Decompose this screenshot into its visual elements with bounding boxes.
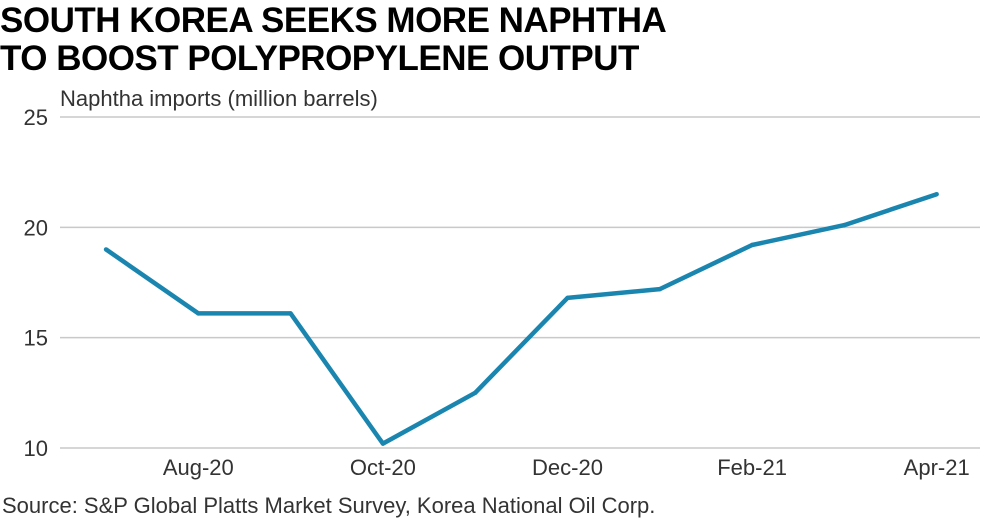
source-note: Source: S&P Global Platts Market Survey,… [2,493,656,518]
x-tick-label: Feb-21 [717,455,787,480]
data-point-Apr-21 [934,192,939,197]
data-point-Sep-20 [288,311,293,316]
x-tick-label: Aug-20 [163,455,234,480]
grid-lines [60,116,980,449]
y-tick-label: 10 [24,436,48,461]
series-line-0 [104,192,938,446]
chart-title-line-2: TO BOOST POLYPROPYLENE OUTPUT [0,39,639,78]
data-point-Jan-21 [657,286,662,292]
y-axis-label: Naphtha imports (million barrels) [60,86,378,111]
x-tick-label: Apr-21 [904,455,970,480]
y-axis-tick-labels: 10 15 20 25 [24,105,48,461]
data-point-Feb-21 [749,242,755,248]
data-point-Dec-20 [565,295,570,301]
data-point-Jul-20 [103,247,109,252]
y-tick-label: 20 [24,215,48,240]
data-point-Aug-20 [196,311,201,316]
data-point-Mar-21 [842,222,847,228]
x-tick-label: Dec-20 [532,455,603,480]
x-tick-label: Oct-20 [350,455,416,480]
y-tick-label: 25 [24,105,48,130]
chart-title: SOUTH KOREA SEEKS MORE NAPHTHA TO BOOST … [0,2,760,78]
chart-title-line-1: SOUTH KOREA SEEKS MORE NAPHTHA [0,1,667,40]
series-layer [103,192,939,446]
y-tick-label: 15 [24,326,48,351]
data-point-Nov-20 [473,390,478,396]
data-point-Oct-20 [380,441,386,446]
x-axis-tick-labels: Aug-20 Oct-20 Dec-20 Feb-21 Apr-21 [163,455,970,480]
